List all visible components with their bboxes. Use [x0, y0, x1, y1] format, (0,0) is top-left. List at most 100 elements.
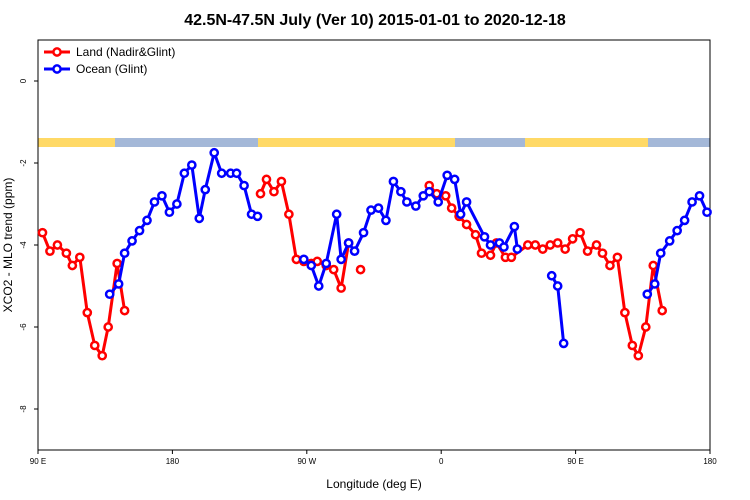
y-tick-label: -2	[19, 159, 28, 167]
data-point	[605, 260, 615, 271]
data-point	[142, 215, 152, 226]
data-point	[103, 322, 114, 332]
chart-title: 42.5N-47.5N July (Ver 10) 2015-01-01 to …	[184, 12, 566, 29]
data-point	[664, 236, 675, 246]
data-point	[655, 248, 666, 259]
data-point	[355, 264, 366, 275]
legend-label: Land (Nadir&Glint)	[76, 45, 175, 59]
data-point	[446, 203, 457, 213]
data-point	[239, 180, 249, 191]
data-point	[567, 234, 578, 244]
data-point	[433, 197, 444, 207]
data-point	[449, 174, 460, 185]
data-point	[328, 264, 339, 275]
data-point	[552, 238, 563, 248]
y-axis-label: XCO2 - MLO trend (ppm)	[1, 178, 15, 313]
data-point	[255, 188, 266, 199]
legend-marker	[52, 47, 62, 57]
data-point	[461, 197, 472, 207]
data-point	[321, 258, 332, 269]
data-point	[119, 305, 130, 316]
data-point	[149, 197, 160, 207]
data-point	[558, 338, 569, 349]
data-point	[633, 350, 644, 361]
y-tick-label: -6	[19, 323, 28, 331]
data-point	[552, 281, 563, 291]
data-point	[366, 205, 376, 215]
data-point	[424, 186, 435, 197]
data-point	[640, 322, 651, 332]
data-point	[119, 248, 130, 259]
data-point	[164, 207, 175, 218]
data-point	[530, 240, 541, 250]
data-point	[179, 168, 190, 179]
data-point	[52, 240, 63, 250]
data-point	[649, 279, 660, 289]
data-point	[470, 229, 481, 240]
data-point	[37, 227, 48, 238]
data-point	[396, 186, 406, 197]
data-point	[67, 260, 78, 271]
data-point	[216, 168, 227, 179]
x-tick-label: 90 E	[567, 457, 583, 466]
data-point	[172, 199, 182, 209]
data-point	[537, 244, 548, 254]
data-point	[343, 238, 354, 248]
x-axis-label: Longitude (deg E)	[326, 477, 421, 491]
data-point	[575, 227, 585, 238]
data-point	[231, 168, 242, 179]
data-point	[45, 246, 55, 256]
data-point	[591, 240, 602, 250]
data-point	[284, 209, 294, 220]
data-point	[336, 283, 346, 293]
land-strip	[38, 138, 710, 147]
data-point	[620, 307, 630, 318]
data-point	[261, 174, 272, 185]
data-point	[512, 244, 523, 254]
data-point	[358, 227, 369, 238]
data-point	[479, 231, 490, 242]
data-point	[402, 197, 412, 207]
data-point	[112, 258, 122, 269]
data-point	[276, 176, 287, 187]
data-point	[74, 252, 85, 263]
data-point	[546, 270, 557, 281]
x-tick-label: 180	[703, 457, 717, 466]
data-point	[349, 246, 360, 256]
data-point	[331, 209, 342, 220]
y-tick-label: -4	[19, 241, 28, 249]
data-point	[627, 340, 638, 351]
y-tick-label: -8	[19, 405, 28, 413]
data-point	[582, 246, 593, 256]
data-point	[455, 209, 466, 220]
legend-marker	[52, 64, 62, 74]
data-point	[313, 281, 324, 291]
ocean-strip	[455, 138, 525, 147]
data-point	[97, 350, 108, 361]
data-point	[545, 240, 556, 250]
legend-label: Ocean (Glint)	[76, 62, 147, 76]
data-point	[560, 244, 570, 254]
data-point	[702, 207, 712, 218]
data-point	[82, 307, 93, 318]
data-point	[442, 170, 453, 181]
data-point	[252, 211, 263, 222]
data-point	[134, 225, 145, 236]
data-point	[476, 248, 487, 259]
data-point	[127, 236, 137, 246]
data-point	[485, 250, 496, 261]
data-point	[410, 201, 421, 211]
data-point	[200, 184, 211, 195]
data-point	[298, 254, 309, 265]
data-point	[186, 160, 197, 170]
data-point	[306, 260, 317, 271]
data-point	[194, 213, 205, 224]
data-point	[373, 203, 384, 213]
data-point	[381, 215, 391, 226]
data-point	[89, 340, 100, 351]
data-point	[672, 225, 682, 236]
data-point	[61, 248, 72, 259]
data-point	[209, 147, 220, 158]
land-mask-strip	[38, 138, 710, 147]
data-point	[485, 240, 496, 250]
